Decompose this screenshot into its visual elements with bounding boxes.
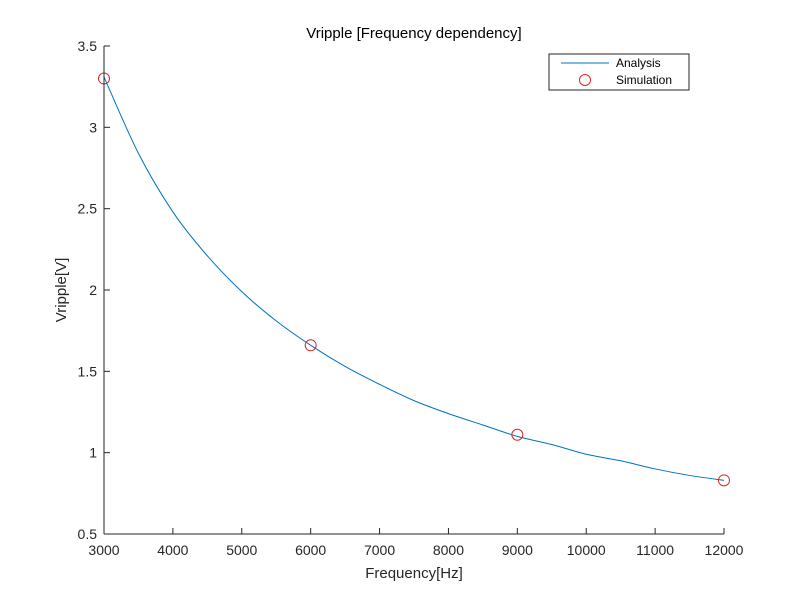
y-tick-label: 1.5 — [78, 363, 98, 379]
x-tick-label: 3000 — [88, 542, 119, 558]
y-tick-label: 0.5 — [78, 526, 98, 542]
x-axis-ticks: 3000 4000 5000 6000 7000 8000 9000 10000 11000 12… — [88, 528, 744, 558]
simulation-point — [304, 339, 317, 352]
x-tick-label: 11000 — [636, 542, 674, 558]
y-tick-label: 3.5 — [78, 38, 98, 54]
legend-box — [548, 53, 690, 91]
legend-analysis-label: Analysis — [616, 56, 661, 70]
x-tick-label: 4000 — [157, 542, 188, 558]
series-analysis-line — [103, 76, 725, 481]
y-tick-label: 3 — [89, 119, 97, 135]
x-tick-label: 6000 — [295, 542, 326, 558]
x-tick-label: 8000 — [433, 542, 464, 558]
x-tick-label: 9000 — [502, 542, 533, 558]
simulation-point — [511, 428, 524, 441]
y-axis-ticks: 0.5 1 1.5 2 2.5 3 3.5 — [78, 38, 110, 542]
plot-area — [104, 46, 724, 534]
legend: Analysis Simulation — [548, 53, 690, 91]
legend-simulation-label: Simulation — [616, 73, 672, 87]
x-axis-label: Frequency[Hz] — [365, 565, 463, 582]
y-tick-label: 2.5 — [78, 201, 98, 217]
x-tick-label: 7000 — [364, 542, 395, 558]
chart-title: Vripple [Frequency dependency] — [306, 25, 521, 42]
simulation-point — [718, 474, 730, 487]
y-tick-label: 2 — [89, 282, 97, 298]
y-tick-label: 1 — [89, 445, 97, 461]
y-axis-label: Vripple[V] — [53, 258, 70, 322]
x-tick-label: 12000 — [705, 542, 744, 558]
x-tick-label: 5000 — [226, 542, 257, 558]
x-tick-label: 10000 — [567, 542, 606, 558]
legend-simulation-swatch — [579, 74, 591, 86]
